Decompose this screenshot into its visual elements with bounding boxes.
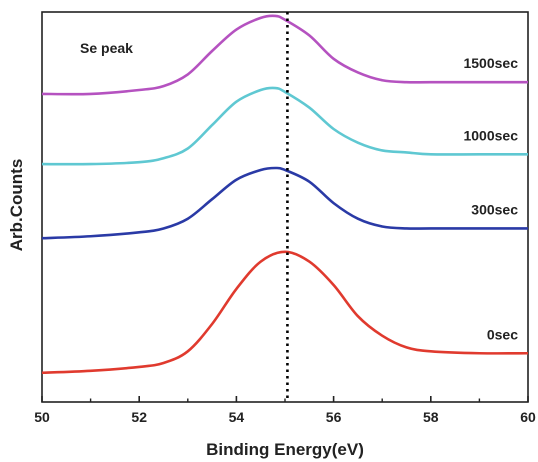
plot-area: [41, 11, 529, 403]
series-labels: 0sec 300sec 1000sec 1500sec: [463, 55, 518, 342]
series-line-300sec: [41, 166, 528, 240]
series-layer: [41, 12, 529, 402]
x-tick-label-54: 54: [229, 409, 245, 425]
x-tick-label-56: 56: [326, 409, 342, 425]
series-label-1000sec: 1000sec: [463, 127, 518, 143]
series-label-0sec: 0sec: [487, 326, 518, 342]
x-tick-label-60: 60: [520, 409, 536, 425]
x-tick-label-52: 52: [131, 409, 147, 425]
series-label-1500sec: 1500sec: [463, 55, 518, 71]
series-label-300sec: 300sec: [471, 201, 518, 217]
series-line-0sec: [41, 250, 529, 375]
series-line-1500sec: [41, 14, 529, 96]
annotation-se-peak: Se peak: [80, 40, 133, 56]
x-axis-ticks: 50 52 54 56 58 60: [34, 396, 536, 425]
x-tick-label-50: 50: [34, 409, 50, 425]
plot-frame: [41, 11, 529, 403]
x-axis-title: Binding Energy(eV): [206, 440, 364, 459]
x-tick-label-58: 58: [423, 409, 439, 425]
series-line-1000sec: [41, 86, 528, 166]
y-axis-title: Arb.Counts: [7, 159, 26, 252]
